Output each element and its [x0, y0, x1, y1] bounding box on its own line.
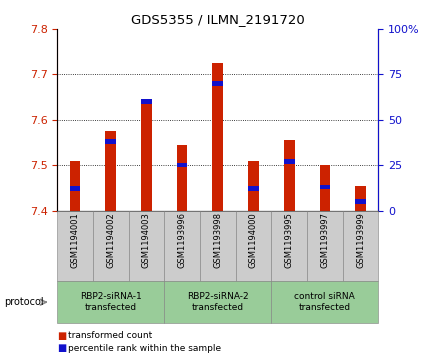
- Text: GSM1194003: GSM1194003: [142, 212, 151, 268]
- Text: GSM1194001: GSM1194001: [70, 212, 80, 268]
- Bar: [177, 145, 187, 211]
- Title: GDS5355 / ILMN_2191720: GDS5355 / ILMN_2191720: [131, 13, 304, 26]
- Text: RBP2-siRNA-2
transfected: RBP2-siRNA-2 transfected: [187, 293, 249, 312]
- Text: GSM1193995: GSM1193995: [285, 212, 293, 268]
- Text: ■: ■: [57, 331, 66, 341]
- Bar: [177, 163, 187, 167]
- Text: GSM1193999: GSM1193999: [356, 212, 365, 268]
- Text: GSM1194000: GSM1194000: [249, 212, 258, 268]
- Bar: [213, 81, 223, 86]
- Text: protocol: protocol: [4, 297, 44, 307]
- Bar: [141, 99, 152, 211]
- Bar: [319, 185, 330, 189]
- Bar: [248, 187, 259, 191]
- Bar: [70, 161, 81, 211]
- Bar: [70, 187, 81, 191]
- Text: GSM1194002: GSM1194002: [106, 212, 115, 268]
- Bar: [106, 139, 116, 144]
- Text: GSM1193996: GSM1193996: [178, 212, 187, 268]
- Bar: [319, 165, 330, 211]
- Text: percentile rank within the sample: percentile rank within the sample: [68, 344, 221, 353]
- Bar: [284, 140, 294, 211]
- Bar: [213, 63, 223, 211]
- Bar: [141, 99, 152, 104]
- Bar: [355, 199, 366, 204]
- Bar: [106, 131, 116, 211]
- Text: GSM1193997: GSM1193997: [320, 212, 330, 268]
- Text: GSM1193998: GSM1193998: [213, 212, 222, 268]
- Bar: [284, 159, 294, 164]
- Text: transformed count: transformed count: [68, 331, 152, 340]
- Bar: [248, 161, 259, 211]
- Text: control siRNA
transfected: control siRNA transfected: [294, 293, 355, 312]
- Bar: [355, 185, 366, 211]
- Text: ■: ■: [57, 343, 66, 354]
- Text: RBP2-siRNA-1
transfected: RBP2-siRNA-1 transfected: [80, 293, 142, 312]
